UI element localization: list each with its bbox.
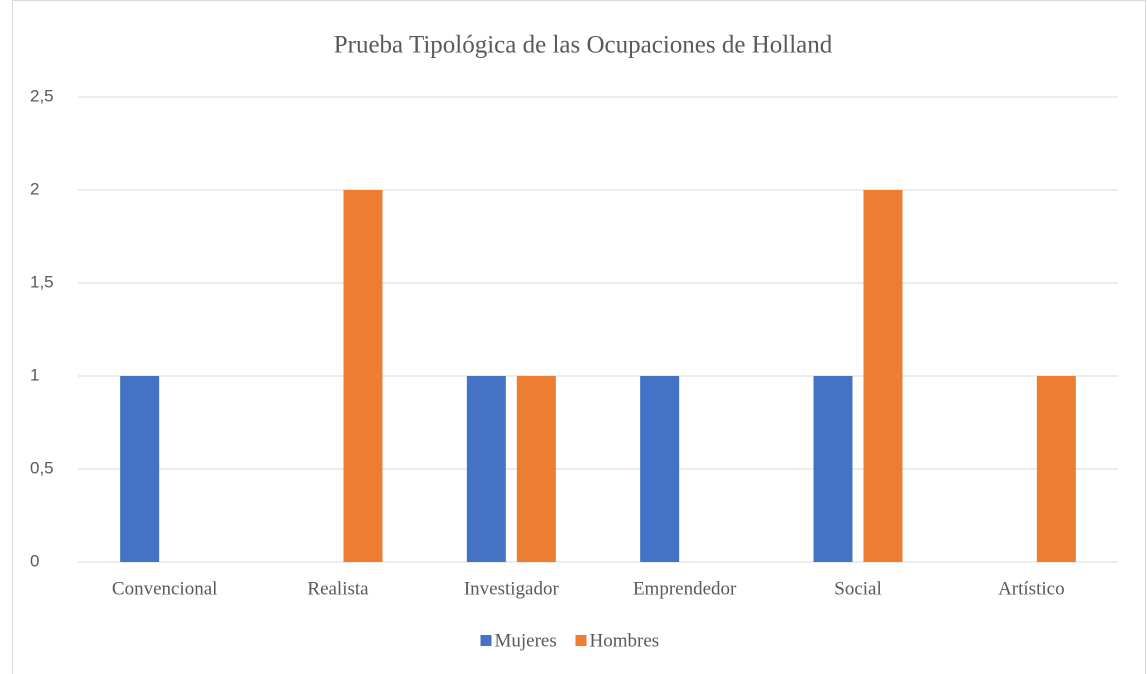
x-tick-label: Artístico bbox=[998, 578, 1065, 599]
bar bbox=[343, 190, 383, 562]
bar bbox=[466, 376, 506, 562]
y-tick-label: 1,5 bbox=[30, 272, 54, 291]
legend-label: Mujeres bbox=[495, 630, 557, 651]
x-tick-label: Social bbox=[834, 578, 882, 599]
legend-label: Hombres bbox=[590, 630, 660, 651]
y-tick-label: 0 bbox=[30, 551, 39, 570]
bar bbox=[1036, 376, 1076, 562]
x-tick-label: Emprendedor bbox=[633, 578, 737, 599]
bar bbox=[813, 376, 853, 562]
legend-swatch bbox=[575, 635, 587, 646]
bar bbox=[640, 376, 680, 562]
x-tick-label: Convencional bbox=[112, 578, 218, 599]
y-tick-label: 2 bbox=[30, 179, 39, 198]
bar bbox=[516, 376, 556, 562]
y-tick-label: 2,5 bbox=[30, 86, 54, 105]
y-tick-label: 0,5 bbox=[30, 458, 54, 477]
chart-title: Prueba Tipológica de las Ocupaciones de … bbox=[334, 32, 833, 59]
legend-swatch bbox=[480, 635, 492, 646]
bar bbox=[120, 376, 160, 562]
x-tick-label: Investigador bbox=[464, 578, 560, 599]
bar bbox=[863, 190, 903, 562]
x-tick-label: Realista bbox=[307, 578, 369, 599]
chart-border bbox=[12, 0, 1146, 674]
y-tick-label: 1 bbox=[30, 365, 39, 384]
